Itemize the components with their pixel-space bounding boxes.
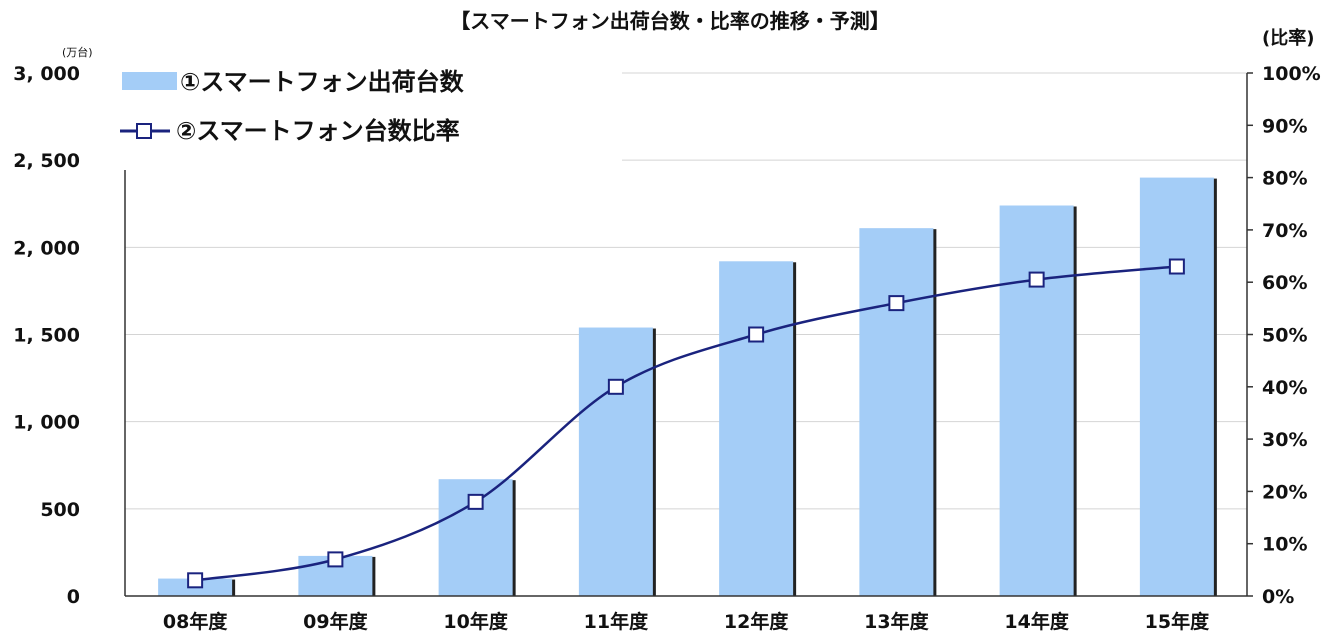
bar	[859, 228, 934, 596]
ratio-line	[194, 265, 1177, 582]
right-tick-label: 70%	[1262, 220, 1307, 242]
ratio-point	[467, 493, 484, 510]
right-tick-label: 100%	[1262, 63, 1321, 85]
left-tick-label: 500	[40, 499, 80, 521]
x-tick-label: 09年度	[303, 610, 368, 633]
line-series	[187, 258, 1185, 589]
x-tick-label: 10年度	[443, 610, 508, 633]
x-tick-label: 12年度	[724, 610, 789, 633]
x-tick-label: 08年度	[163, 610, 228, 633]
left-axis-ticks: 0 500 1, 000 1, 500 2, 000 2, 500 3, 000	[13, 63, 80, 608]
right-tick-label: 40%	[1262, 377, 1307, 399]
ratio-point	[607, 378, 624, 395]
chart-title: 【スマートフォン出荷台数・比率の推移・予測】	[450, 9, 889, 33]
ratio-point	[187, 572, 204, 589]
right-tick-label: 90%	[1262, 115, 1307, 137]
right-tick-label: 50%	[1262, 325, 1307, 347]
x-tick-label: 15年度	[1145, 610, 1210, 633]
ratio-point	[327, 551, 344, 568]
x-tick-label: 13年度	[864, 610, 929, 633]
gridlines	[125, 72, 1247, 510]
legend-label-ratio: ②スマートフォン台数比率	[176, 117, 460, 145]
left-tick-label: 2, 000	[13, 237, 80, 259]
ratio-point	[748, 326, 765, 343]
legend-bar-swatch	[122, 72, 177, 90]
right-axis-ticks: 0% 10% 20% 30% 40% 50% 60% 70% 80% 90% 100%	[1247, 63, 1321, 608]
bar	[999, 205, 1074, 596]
right-tick-label: 60%	[1262, 272, 1307, 294]
bar-series	[158, 177, 1217, 596]
x-axis-labels: 08年度 09年度 10年度 11年度 12年度 13年度 14年度 15年度	[163, 610, 1210, 633]
x-tick-label: 14年度	[1004, 610, 1069, 633]
x-tick-label: 11年度	[584, 610, 649, 633]
right-tick-label: 30%	[1262, 429, 1307, 451]
bar	[1139, 177, 1214, 596]
left-axis-unit: (万台)	[62, 45, 93, 59]
left-tick-label: 0	[67, 586, 80, 608]
left-tick-label: 2, 500	[13, 150, 80, 172]
right-tick-label: 0%	[1262, 586, 1294, 608]
bar	[578, 327, 653, 596]
legend-background	[120, 68, 622, 170]
right-tick-label: 10%	[1262, 534, 1307, 556]
bar	[719, 261, 794, 596]
legend: ①スマートフォン出荷台数 ②スマートフォン台数比率	[120, 68, 622, 170]
right-tick-label: 80%	[1262, 168, 1307, 190]
left-tick-label: 1, 000	[13, 412, 80, 434]
right-axis-unit: (比率)	[1262, 27, 1314, 49]
left-tick-label: 3, 000	[13, 63, 80, 85]
ratio-point	[1168, 258, 1185, 275]
legend-label-shipments: ①スマートフォン出荷台数	[180, 68, 465, 96]
ratio-point	[888, 295, 905, 312]
right-tick-label: 20%	[1262, 481, 1307, 503]
legend-marker-swatch	[136, 123, 152, 139]
left-tick-label: 1, 500	[13, 325, 80, 347]
ratio-point	[1028, 271, 1045, 288]
